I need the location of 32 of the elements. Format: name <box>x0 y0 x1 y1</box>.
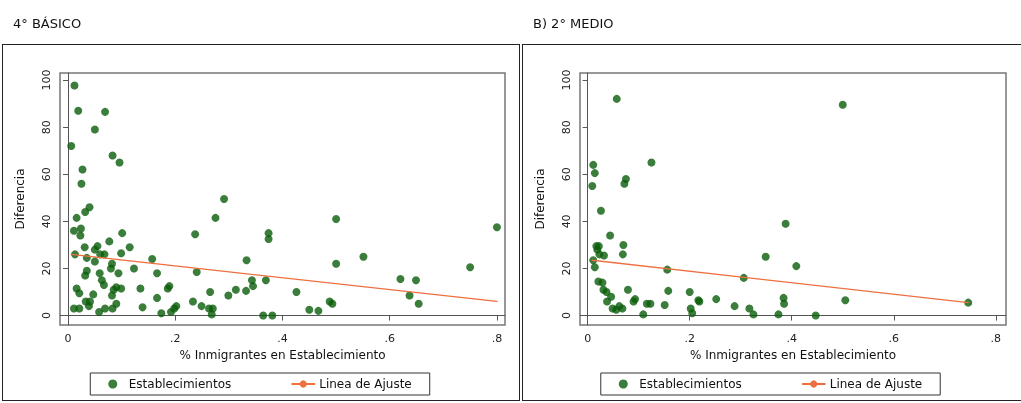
y-tick-label: 60 <box>40 167 53 182</box>
x-tick-label: .2 <box>170 332 181 345</box>
y-tick-label: 40 <box>40 214 53 229</box>
y-axis-title: Diferencia <box>533 168 547 230</box>
y-axis-title: Diferencia <box>13 168 27 230</box>
x-tick-label: 0 <box>584 332 592 345</box>
x-axis-title: % Inmigrantes en Establecimiento <box>689 347 897 362</box>
x-tick-label: .6 <box>888 332 900 345</box>
chart-title: 4° BÁSICO <box>13 16 82 31</box>
legend-label: Establecimientos <box>639 377 742 391</box>
y-tick-label: 60 <box>560 167 573 182</box>
x-tick-label: .8 <box>990 332 1002 345</box>
y-tick-label: 100 <box>560 69 573 91</box>
legend-label: Establecimientos <box>128 377 232 391</box>
y-tick-label: 0 <box>40 312 53 320</box>
chart-title: B) 2° MEDIO <box>533 16 614 31</box>
x-tick-label: .4 <box>786 332 797 345</box>
x-tick-label: .8 <box>491 332 503 345</box>
y-tick-label: 100 <box>40 69 53 91</box>
y-tick-label: 80 <box>40 120 53 135</box>
legend-label: Linea de Ajuste <box>319 377 412 391</box>
y-tick-label: 20 <box>40 261 53 276</box>
x-tick-label: .4 <box>277 332 288 345</box>
x-tick-label: .2 <box>684 332 695 345</box>
legend-label: Linea de Ajuste <box>829 377 923 391</box>
y-tick-label: 0 <box>560 312 573 320</box>
y-tick-label: 80 <box>560 120 573 135</box>
x-tick-label: 0 <box>64 332 72 345</box>
x-tick-label: .6 <box>384 332 395 345</box>
y-tick-label: 20 <box>560 261 573 276</box>
y-tick-label: 40 <box>560 214 573 229</box>
x-axis-title: % Inmigrantes en Establecimiento <box>179 347 386 362</box>
